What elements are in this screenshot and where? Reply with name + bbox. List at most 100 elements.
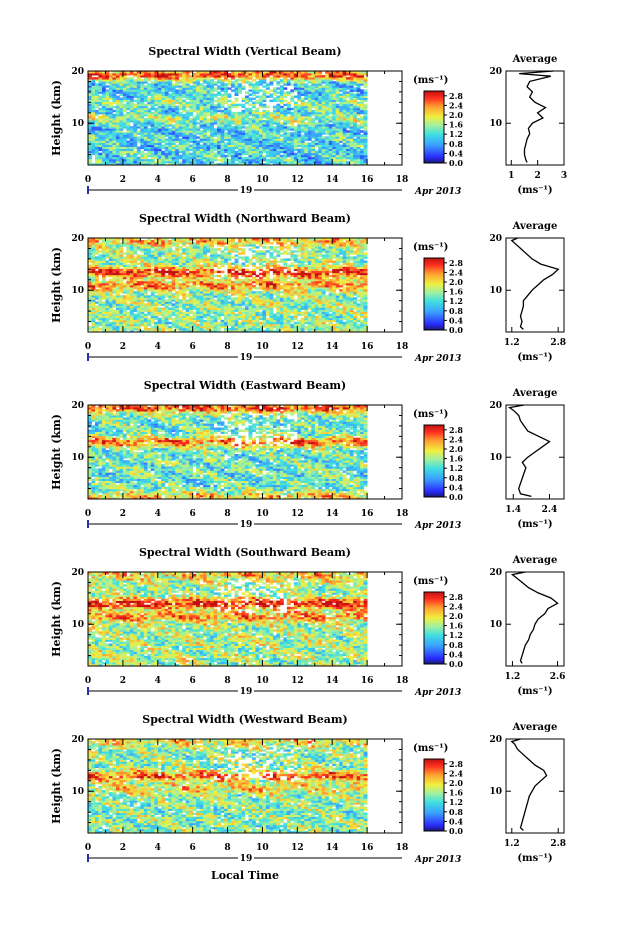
heatmap-cell bbox=[108, 146, 113, 150]
heatmap-cell bbox=[213, 77, 218, 80]
heatmap-cell bbox=[164, 81, 169, 84]
heatmap-cell bbox=[210, 309, 214, 312]
heatmap-cell bbox=[220, 120, 225, 123]
heatmap-cell bbox=[136, 270, 141, 274]
heatmap-cell bbox=[122, 303, 127, 306]
heatmap-cell bbox=[136, 89, 141, 92]
heatmap-cell bbox=[297, 158, 302, 162]
heatmap-cell bbox=[161, 85, 166, 88]
heatmap-cell bbox=[154, 309, 159, 312]
heatmap-cell bbox=[136, 254, 141, 257]
heatmap-cell bbox=[168, 132, 173, 135]
heatmap-cell bbox=[220, 109, 225, 113]
heatmap-cell bbox=[171, 101, 176, 105]
heatmap-cell bbox=[178, 260, 183, 263]
heatmap-cell bbox=[339, 156, 344, 160]
heatmap-cell bbox=[105, 327, 110, 331]
heatmap-cell bbox=[143, 295, 148, 298]
heatmap-cell bbox=[353, 146, 358, 150]
heatmap-cell bbox=[210, 162, 214, 166]
heatmap-cell bbox=[203, 272, 208, 276]
heatmap-cell bbox=[143, 154, 148, 158]
heatmap-cell bbox=[147, 142, 152, 145]
heatmap-cell bbox=[157, 248, 162, 251]
heatmap-cell bbox=[133, 303, 138, 306]
heatmap-cell bbox=[129, 93, 134, 96]
heatmap-cell bbox=[140, 105, 145, 109]
heatmap-cell bbox=[339, 107, 344, 111]
heatmap-cell bbox=[112, 238, 117, 241]
heatmap-cell bbox=[112, 264, 117, 268]
heatmap-cell bbox=[276, 130, 281, 133]
heatmap-cell bbox=[178, 146, 183, 150]
heatmap-cell bbox=[94, 246, 99, 249]
heatmap-cell bbox=[335, 93, 340, 96]
heatmap-cell bbox=[161, 293, 166, 296]
heatmap-cell bbox=[196, 160, 201, 164]
avg-x-tick-label: 1 bbox=[508, 171, 514, 181]
heatmap-cell bbox=[220, 75, 225, 78]
heatmap-cell bbox=[154, 144, 159, 148]
heatmap-cell bbox=[196, 242, 201, 245]
heatmap-cell bbox=[231, 142, 235, 145]
heatmap-cell bbox=[108, 329, 113, 333]
heatmap-cell bbox=[203, 258, 208, 261]
heatmap-cell bbox=[94, 138, 99, 141]
heatmap-cell bbox=[210, 158, 214, 162]
heatmap-cell bbox=[356, 150, 361, 154]
heatmap-cell bbox=[133, 120, 138, 123]
heatmap-cell bbox=[115, 317, 120, 321]
heatmap-cell bbox=[94, 278, 99, 282]
heatmap-cell bbox=[129, 162, 134, 166]
heatmap-cell bbox=[356, 144, 361, 148]
heatmap-cell bbox=[182, 321, 187, 325]
heatmap-cell bbox=[126, 315, 131, 319]
heatmap-cell bbox=[129, 240, 134, 243]
heatmap-cell bbox=[325, 142, 330, 145]
heatmap-cell bbox=[126, 85, 131, 88]
heatmap-cell bbox=[196, 109, 201, 113]
heatmap-cell bbox=[164, 252, 169, 255]
heatmap-cell bbox=[234, 142, 239, 145]
heatmap-cell bbox=[304, 150, 309, 154]
heatmap-cell bbox=[154, 274, 159, 278]
heatmap-cell bbox=[210, 329, 214, 333]
heatmap-cell bbox=[101, 152, 106, 156]
panel-title: Spectral Width (Vertical Beam) bbox=[148, 45, 341, 58]
heatmap-cell bbox=[161, 75, 166, 78]
heatmap-cell bbox=[108, 160, 113, 164]
heatmap-cell bbox=[231, 83, 235, 86]
heatmap-cell bbox=[108, 83, 113, 86]
heatmap-cell bbox=[203, 132, 208, 135]
heatmap-cell bbox=[157, 93, 162, 96]
heatmap-cell bbox=[122, 274, 127, 278]
heatmap-cell bbox=[262, 91, 267, 94]
heatmap-cell bbox=[115, 315, 120, 319]
heatmap-cell bbox=[182, 105, 187, 109]
heatmap-cell bbox=[258, 134, 263, 137]
heatmap-cell bbox=[119, 319, 124, 323]
heatmap-cell bbox=[182, 95, 187, 98]
heatmap-cell bbox=[178, 113, 183, 117]
heatmap-cell bbox=[213, 73, 218, 76]
heatmap-cell bbox=[168, 244, 173, 247]
heatmap-cell bbox=[171, 140, 176, 143]
heatmap-cell bbox=[210, 311, 214, 315]
heatmap-cell bbox=[133, 301, 138, 304]
heatmap-cell bbox=[300, 83, 305, 86]
heatmap-cell bbox=[199, 83, 204, 86]
heatmap-cell bbox=[297, 144, 302, 148]
heatmap-cell bbox=[248, 136, 253, 139]
heatmap-cell bbox=[346, 91, 351, 94]
heatmap-cell bbox=[161, 246, 166, 249]
heatmap-cell bbox=[210, 126, 214, 129]
heatmap-cell bbox=[98, 118, 103, 121]
heatmap-cell bbox=[269, 122, 274, 125]
heatmap-cell bbox=[164, 118, 169, 121]
heatmap-cell bbox=[115, 329, 120, 333]
heatmap-cell bbox=[314, 154, 319, 158]
heatmap-cell bbox=[150, 276, 155, 280]
heatmap-cell bbox=[276, 87, 281, 90]
heatmap-cell bbox=[265, 85, 270, 88]
heatmap-cell bbox=[150, 128, 155, 131]
